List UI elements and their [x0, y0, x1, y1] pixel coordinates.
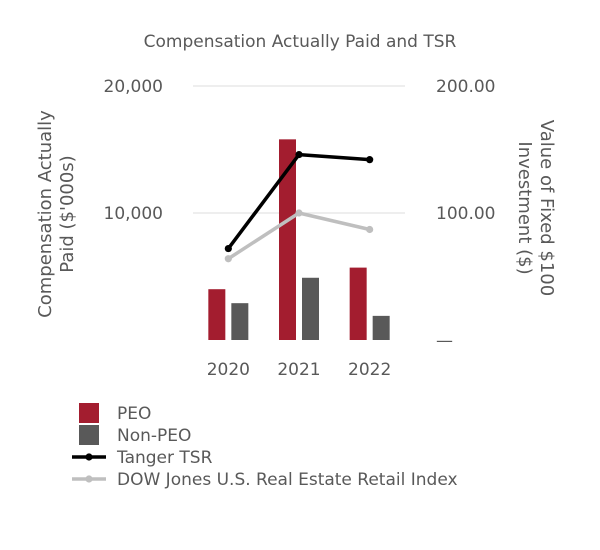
x-tick-label: 2021 [277, 360, 320, 380]
left-tick-label: 10,000 [104, 204, 163, 224]
legend-marker-tanger-tsr [85, 453, 93, 461]
x-tick-label: 2020 [207, 360, 250, 380]
bar-peo-2020 [208, 289, 226, 340]
left-tick-label: 20,000 [104, 77, 163, 97]
x-axis-ticks: 2020 2021 2022 [207, 360, 392, 380]
right-axis-label: Value of Fixed $100Investment ($) [514, 120, 557, 296]
line-tanger-tsr [226, 152, 370, 250]
right-tick-label: — [436, 331, 453, 351]
legend-label-peo: PEO [117, 404, 151, 424]
bar-non-peo-2022 [372, 315, 390, 340]
bar-non-peo-2020 [231, 303, 249, 340]
legend-label-non-peo: Non-PEO [117, 426, 191, 446]
point-tanger-tsr-2021 [295, 150, 303, 159]
left-axis-ticks: 20,000 10,000 [104, 77, 163, 224]
chart-title: Compensation Actually Paid and TSR [144, 32, 457, 52]
bar-peo-2022 [349, 267, 367, 340]
legend-label-dow-jones-u-s-real-estate-retail-index: DOW Jones U.S. Real Estate Retail Index [117, 470, 458, 490]
legend-swatch-peo [79, 403, 99, 423]
left-axis-label: Compensation ActuallyPaid ($'000s) [35, 110, 78, 318]
bar-non-peo-2021 [302, 277, 319, 340]
point-dow-jones-u-s-real-estate-retail-index-2021 [295, 209, 303, 217]
gridlines [193, 85, 405, 214]
point-dow-jones-u-s-real-estate-retail-index-2022 [366, 225, 374, 234]
bar-peo-2021 [279, 139, 296, 340]
point-tanger-tsr-2020 [224, 244, 232, 253]
point-tanger-tsr-2022 [366, 156, 374, 164]
right-tick-label: 200.00 [436, 77, 495, 97]
legend-swatch-non-peo [79, 425, 99, 445]
right-tick-label: 100.00 [436, 204, 495, 224]
bars [208, 139, 390, 340]
series-lines [224, 150, 374, 263]
legend-marker-dow-jones-u-s-real-estate-retail-index [85, 475, 93, 483]
point-dow-jones-u-s-real-estate-retail-index-2020 [224, 255, 232, 263]
legend-label-tanger-tsr: Tanger TSR [116, 448, 213, 468]
x-tick-label: 2022 [348, 360, 391, 380]
right-axis-ticks: 200.00 100.00 — [436, 77, 495, 351]
